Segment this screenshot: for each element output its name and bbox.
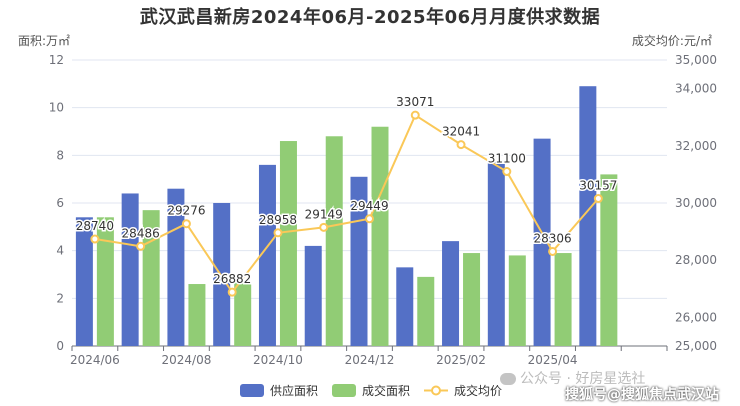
legend-price-label: 成交均价 [454, 383, 502, 398]
wechat-icon [500, 373, 516, 385]
bar-sold [554, 253, 572, 346]
y-axis-left-label: 面积:万㎡ [18, 34, 71, 48]
y-tick-left: 12 [49, 53, 64, 67]
price-point [319, 222, 329, 232]
legend-sold-swatch [332, 384, 356, 397]
bar-supply [167, 188, 185, 346]
y-tick-right: 32,000 [675, 139, 717, 153]
bar-supply [396, 267, 414, 346]
price-line [94, 113, 600, 294]
price-label: 26882 [213, 272, 251, 286]
y-tick-right: 28,000 [675, 253, 717, 267]
x-tick-label: 2024/12 [345, 353, 395, 367]
y-tick-right: 35,000 [675, 53, 717, 67]
price-point [136, 241, 146, 251]
bar-supply [121, 193, 139, 346]
y-tick-left: 8 [56, 148, 64, 162]
x-tick-label: 2024/10 [253, 353, 303, 367]
y-tick-right: 25,000 [675, 339, 717, 353]
price-label: 29149 [305, 207, 343, 221]
price-label: 29449 [350, 199, 388, 213]
y-tick-right: 34,000 [675, 82, 717, 96]
bar-sold [508, 255, 526, 346]
legend-price-marker [431, 385, 441, 396]
bar-sold [234, 281, 252, 346]
bar-supply [304, 245, 322, 346]
bar-sold [279, 141, 297, 346]
price-point [273, 228, 283, 238]
price-point [90, 234, 100, 244]
bar-sold [325, 136, 343, 346]
bar-supply [487, 160, 505, 346]
price-point [410, 110, 420, 120]
price-label: 32041 [442, 125, 480, 139]
price-point [365, 214, 374, 224]
bar-supply [75, 217, 93, 346]
bar-sold [188, 284, 206, 346]
legend-sold-label: 成交面积 [362, 383, 410, 398]
price-label: 28486 [122, 226, 160, 240]
price-label: 28306 [533, 231, 571, 245]
x-tick-label: 2025/02 [436, 353, 486, 367]
bar-sold [417, 276, 435, 346]
bar-supply [533, 138, 551, 346]
bar-sold [96, 217, 114, 346]
bar-sold [371, 126, 389, 346]
bar-supply [213, 203, 231, 346]
watermark-sohu: 搜狐号@搜狐焦点武汉站 [565, 387, 719, 403]
y-axis-right-label: 成交均价:元/㎡ [631, 34, 712, 48]
price-point [456, 140, 466, 150]
price-point [227, 287, 237, 297]
watermark: 公众号 · 好房星选社 [500, 368, 645, 388]
legend-supply-label: 供应面积 [270, 383, 318, 398]
x-tick-label: 2024/06 [70, 353, 120, 367]
y-tick-left: 6 [56, 196, 64, 210]
price-label: 29276 [167, 204, 205, 218]
price-point [548, 246, 558, 256]
bar-supply [258, 164, 276, 346]
y-tick-right: 30,000 [675, 196, 717, 210]
chart-title: 武汉武昌新房2024年06月-2025年06月月度供求数据 [139, 7, 601, 28]
price-point [593, 194, 603, 204]
price-label: 30157 [579, 179, 617, 193]
y-tick-right: 26,000 [675, 310, 717, 324]
price-label: 28958 [259, 213, 297, 227]
bar-supply [442, 241, 460, 346]
legend-supply-swatch [240, 384, 264, 397]
price-label: 28740 [76, 219, 114, 233]
y-tick-left: 10 [49, 101, 64, 115]
x-tick-label: 2024/08 [161, 353, 211, 367]
y-tick-left: 0 [56, 339, 64, 353]
price-label: 31100 [488, 152, 526, 166]
y-tick-left: 2 [56, 291, 64, 305]
y-tick-left: 4 [56, 244, 64, 258]
bar-supply [579, 86, 597, 346]
price-label: 33071 [396, 95, 434, 109]
price-point [181, 219, 191, 229]
price-point [502, 167, 512, 177]
bar-sold [600, 174, 618, 346]
watermark-text: 公众号 · 好房星选社 [520, 371, 646, 387]
x-tick-label: 2025/04 [528, 353, 578, 367]
bar-sold [463, 253, 481, 346]
